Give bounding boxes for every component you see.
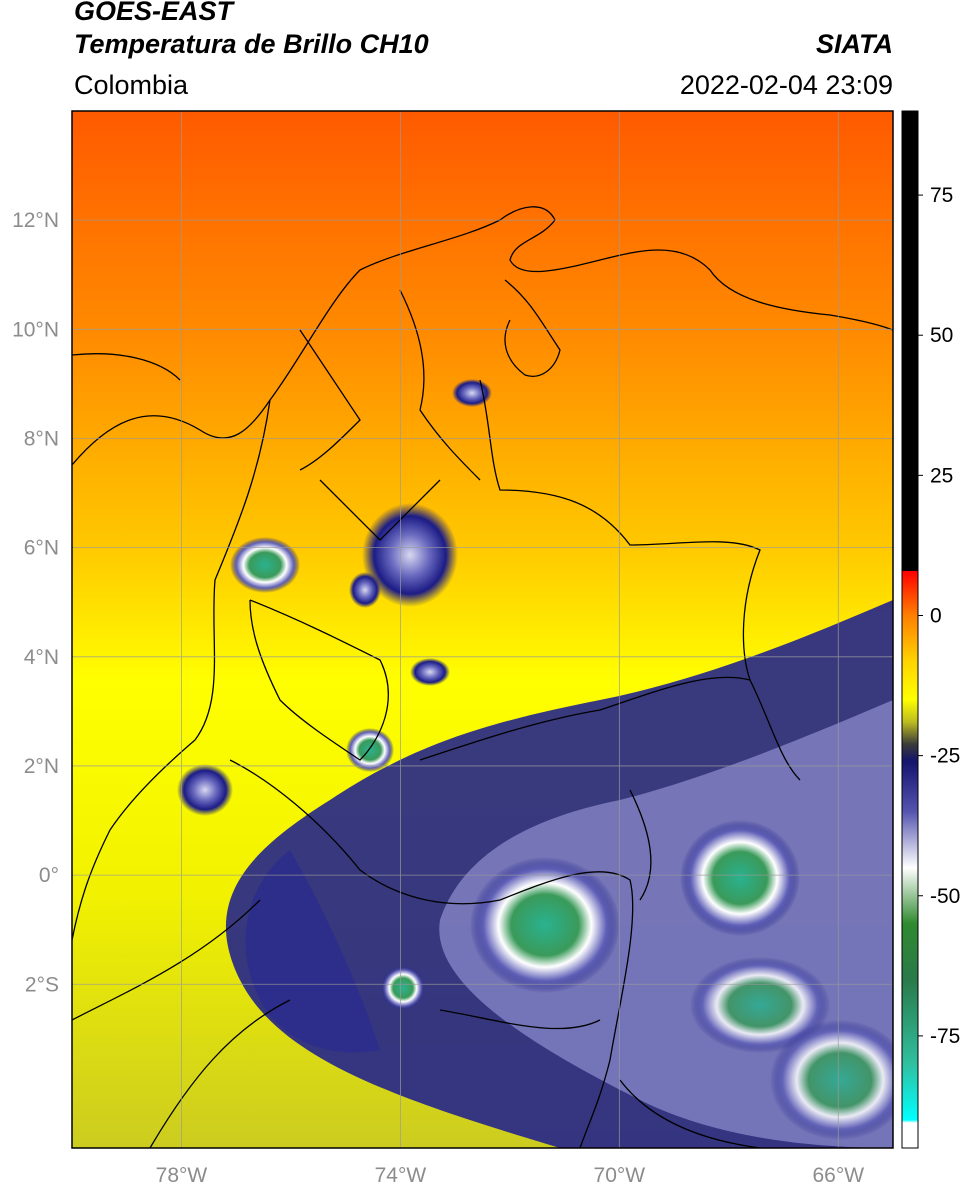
region-label: Colombia [74, 70, 189, 100]
colorbar-tick-label: 50 [930, 324, 953, 347]
title-line-2: Temperatura de Brillo CH10 [74, 29, 429, 59]
organization-label: SIATA [816, 29, 893, 59]
colorbar-tick-label: 75 [930, 184, 953, 207]
colorbar [901, 110, 919, 1149]
latitude-tick-label: 12°N [12, 209, 59, 232]
longitude-tick-label: 66°W [812, 1164, 864, 1187]
map-frame [71, 110, 894, 1149]
title-line-1: GOES-EAST [74, 0, 234, 26]
convective-cell [452, 379, 492, 407]
latitude-tick-label: 0° [39, 864, 59, 887]
timestamp-label: 2022-02-04 23:09 [679, 70, 893, 100]
colorbar-tick-label: 0 [930, 604, 942, 627]
longitude-tick-label: 78°W [156, 1164, 208, 1187]
convective-cell [680, 820, 800, 936]
latitude-axis: 12°N 10°N 8°N 6°N 4°N 2°N 0° 2°S [12, 209, 59, 996]
map-panel [72, 111, 893, 1148]
longitude-tick-label: 70°W [594, 1164, 646, 1187]
latitude-tick-label: 8°N [24, 427, 59, 450]
convective-cell [346, 728, 394, 772]
colorbar-ticks: 75 50 25 0 -25 -50 -75 [918, 184, 960, 1048]
convective-cell [230, 537, 300, 593]
cloud-band-west [245, 850, 380, 1053]
coastlines-and-borders [72, 206, 893, 1148]
convective-cell [410, 658, 450, 686]
colorbar-tick-label: -75 [930, 1025, 960, 1048]
colorbar-tick-label: 25 [930, 464, 953, 487]
longitude-tick-label: 74°W [375, 1164, 427, 1187]
convective-cell [690, 957, 830, 1053]
latitude-tick-label: 2°N [24, 755, 59, 778]
gridlines [72, 111, 893, 1148]
latitude-tick-label: 2°S [25, 973, 59, 996]
convective-cell [177, 764, 233, 816]
convective-cell [470, 857, 620, 993]
latitude-tick-label: 10°N [12, 318, 59, 341]
colorbar-tick-label: -50 [930, 885, 960, 908]
colorbar-tick-label: -25 [930, 745, 960, 768]
convective-cell [770, 1020, 893, 1140]
convective-cell [349, 572, 381, 608]
convective-cell [362, 503, 458, 607]
latitude-tick-label: 4°N [24, 646, 59, 669]
convective-cell [381, 966, 425, 1010]
longitude-axis: 78°W 74°W 70°W 66°W [156, 1164, 865, 1187]
latitude-tick-label: 6°N [24, 537, 59, 560]
